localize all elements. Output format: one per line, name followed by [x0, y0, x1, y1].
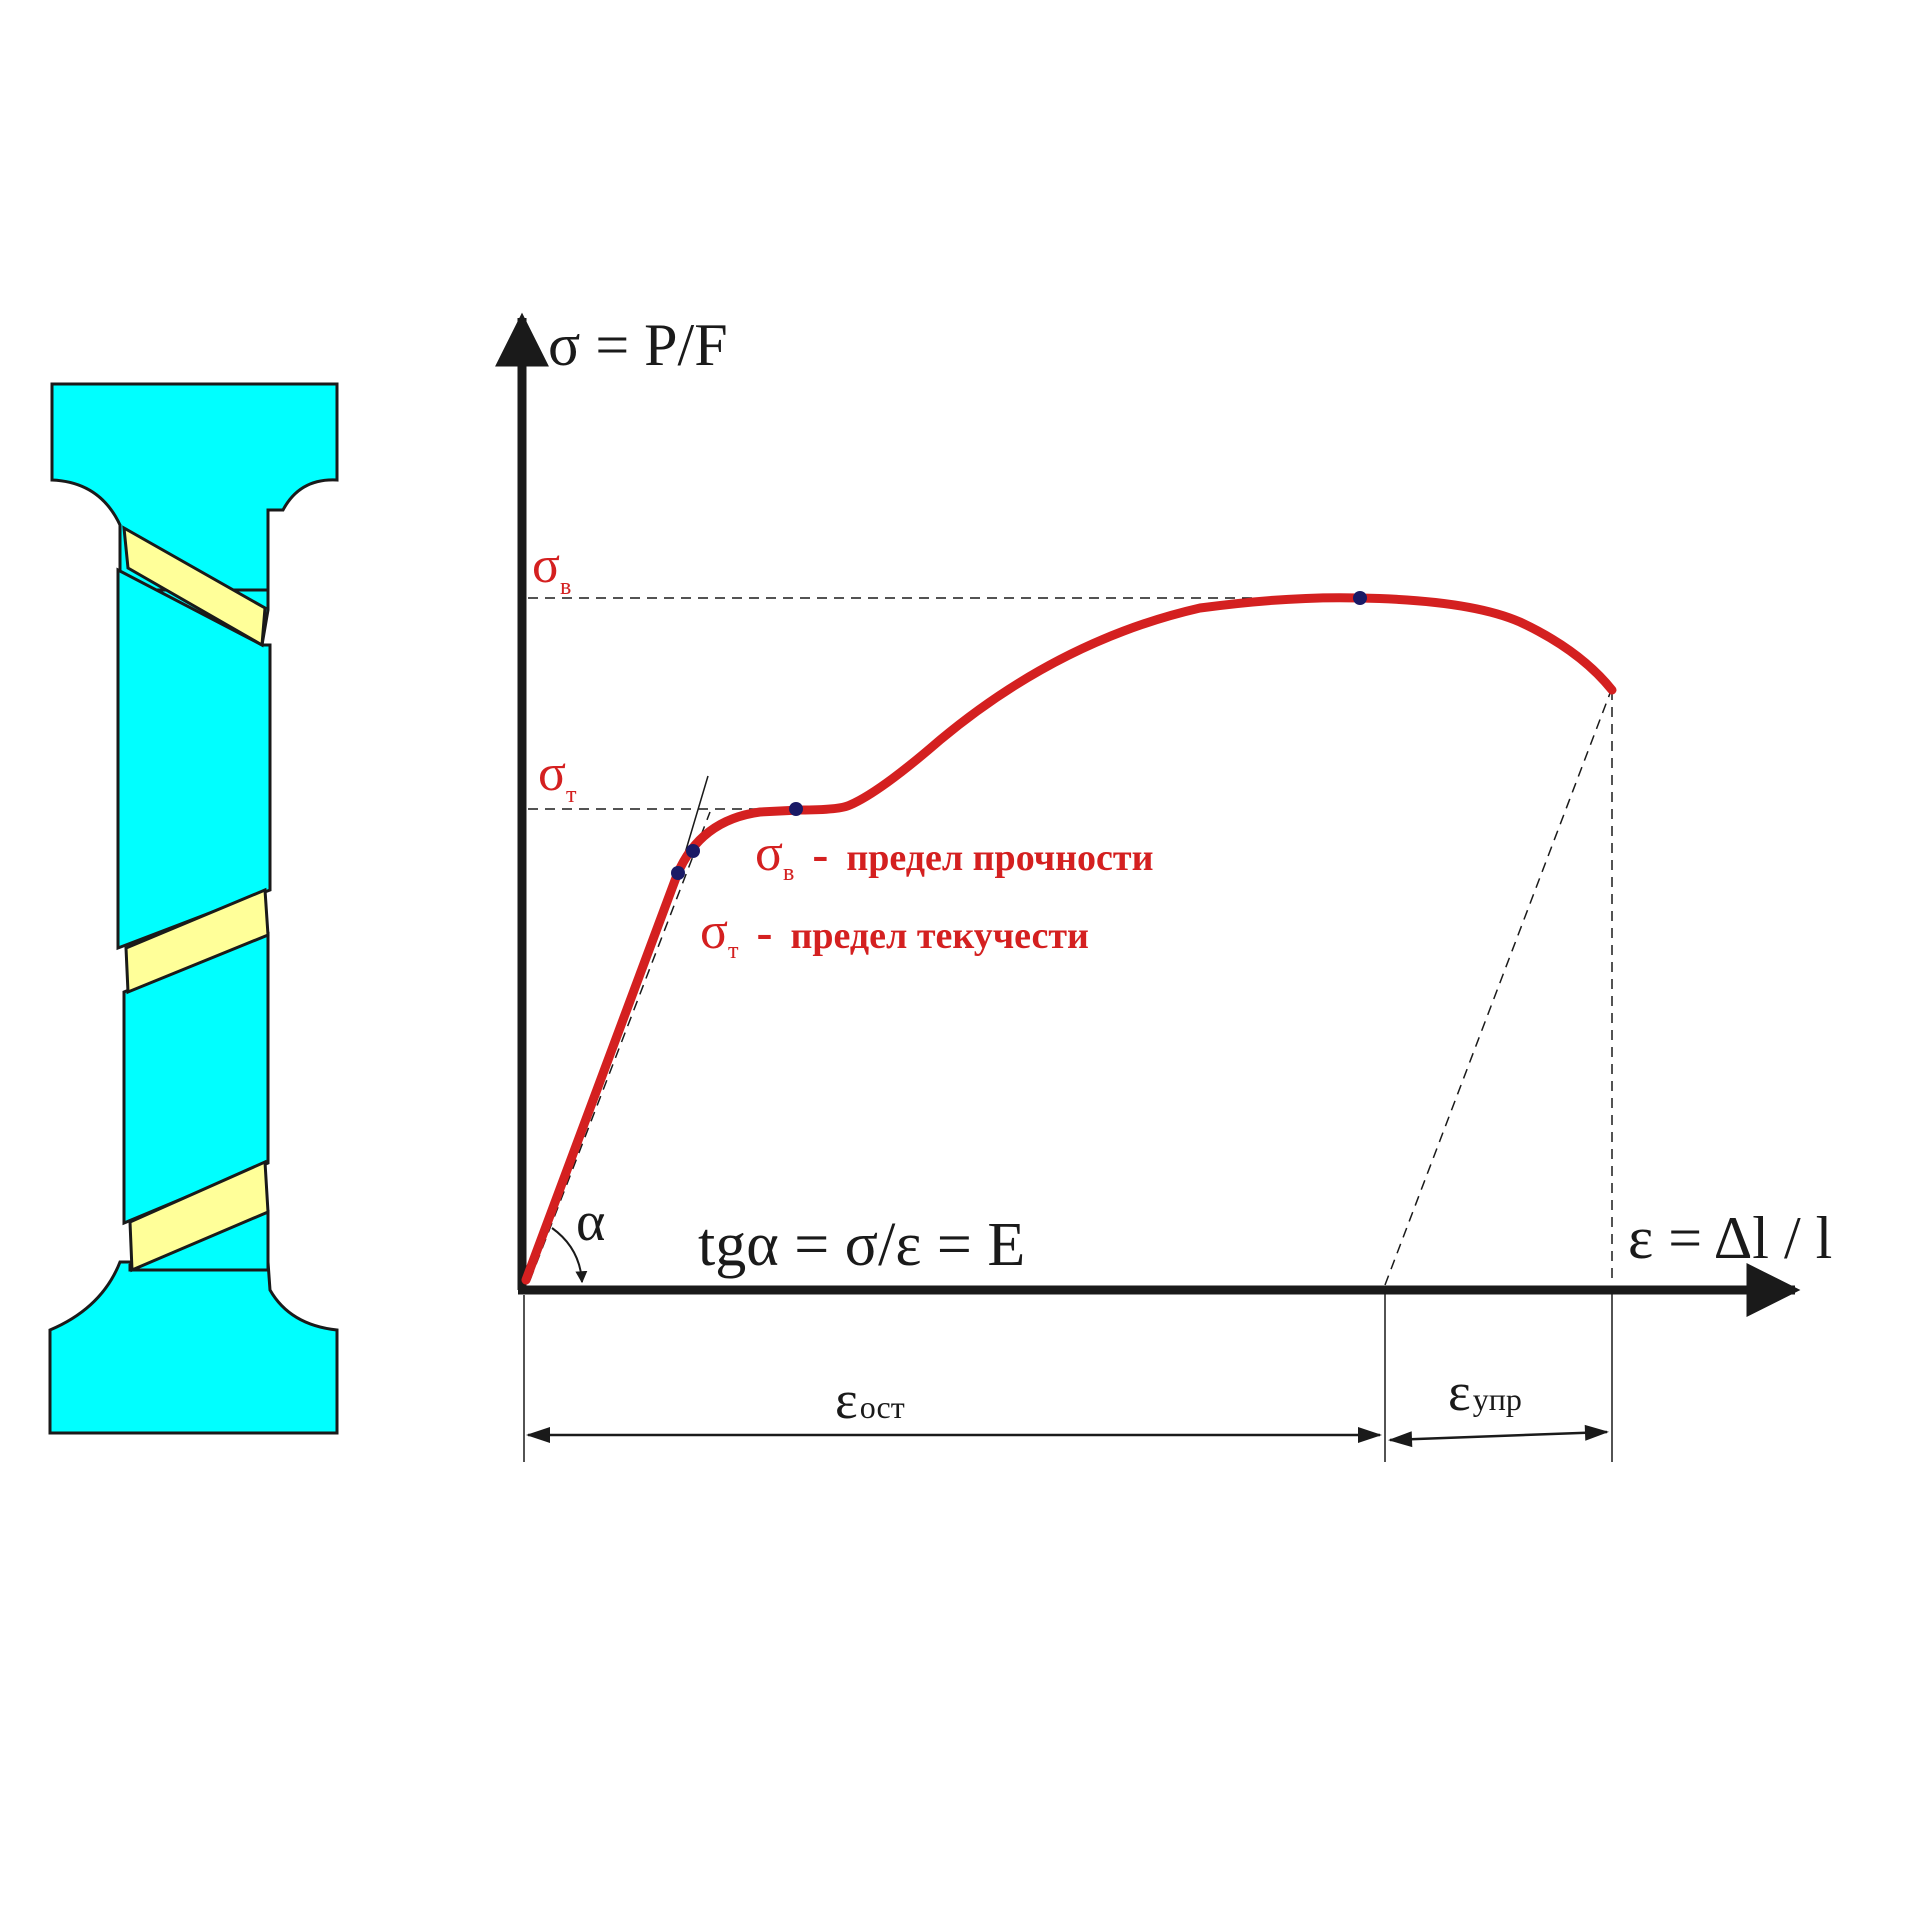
marker-yield-point — [789, 802, 803, 816]
elastic-tangent-dashed — [529, 811, 711, 1281]
legend: σв - предел прочности σт - предел текучести — [700, 825, 1153, 964]
legend-item-ultimate: σв - предел прочности — [755, 825, 1153, 886]
x-axis-label: ε = Δl / l — [1628, 1205, 1832, 1271]
strain-dimensions — [523, 1290, 1613, 1462]
sigma-v-label: σв — [532, 537, 571, 600]
specimen — [48, 382, 339, 1435]
stress-strain-curve — [521, 593, 1617, 1285]
marker-proportional-limit — [671, 866, 685, 880]
sigma-t-label: σт — [538, 745, 577, 808]
angle-arc — [551, 1227, 588, 1284]
modulus-formula: tgα = σ/ε = E — [698, 1211, 1025, 1279]
unload-dashed-line — [1384, 687, 1613, 1286]
axes — [495, 312, 1801, 1317]
shear-band-2 — [124, 887, 270, 995]
dim-elastic-strain — [1388, 1424, 1609, 1448]
shear-band-1 — [122, 525, 267, 648]
angle-alpha-label: α — [576, 1191, 605, 1253]
residual-strain-label: εост — [835, 1370, 905, 1430]
shear-band-3 — [128, 1159, 270, 1273]
marker-ultimate-strength — [1353, 591, 1367, 605]
specimen-bottom-grip — [48, 1260, 339, 1435]
elastic-strain-label: εупр — [1448, 1362, 1522, 1422]
curve-markers — [671, 591, 1367, 880]
y-axis-label: σ = P/F — [548, 312, 728, 378]
legend-item-yield: σт - предел текучести — [700, 903, 1089, 964]
marker-elastic-limit — [686, 844, 700, 858]
